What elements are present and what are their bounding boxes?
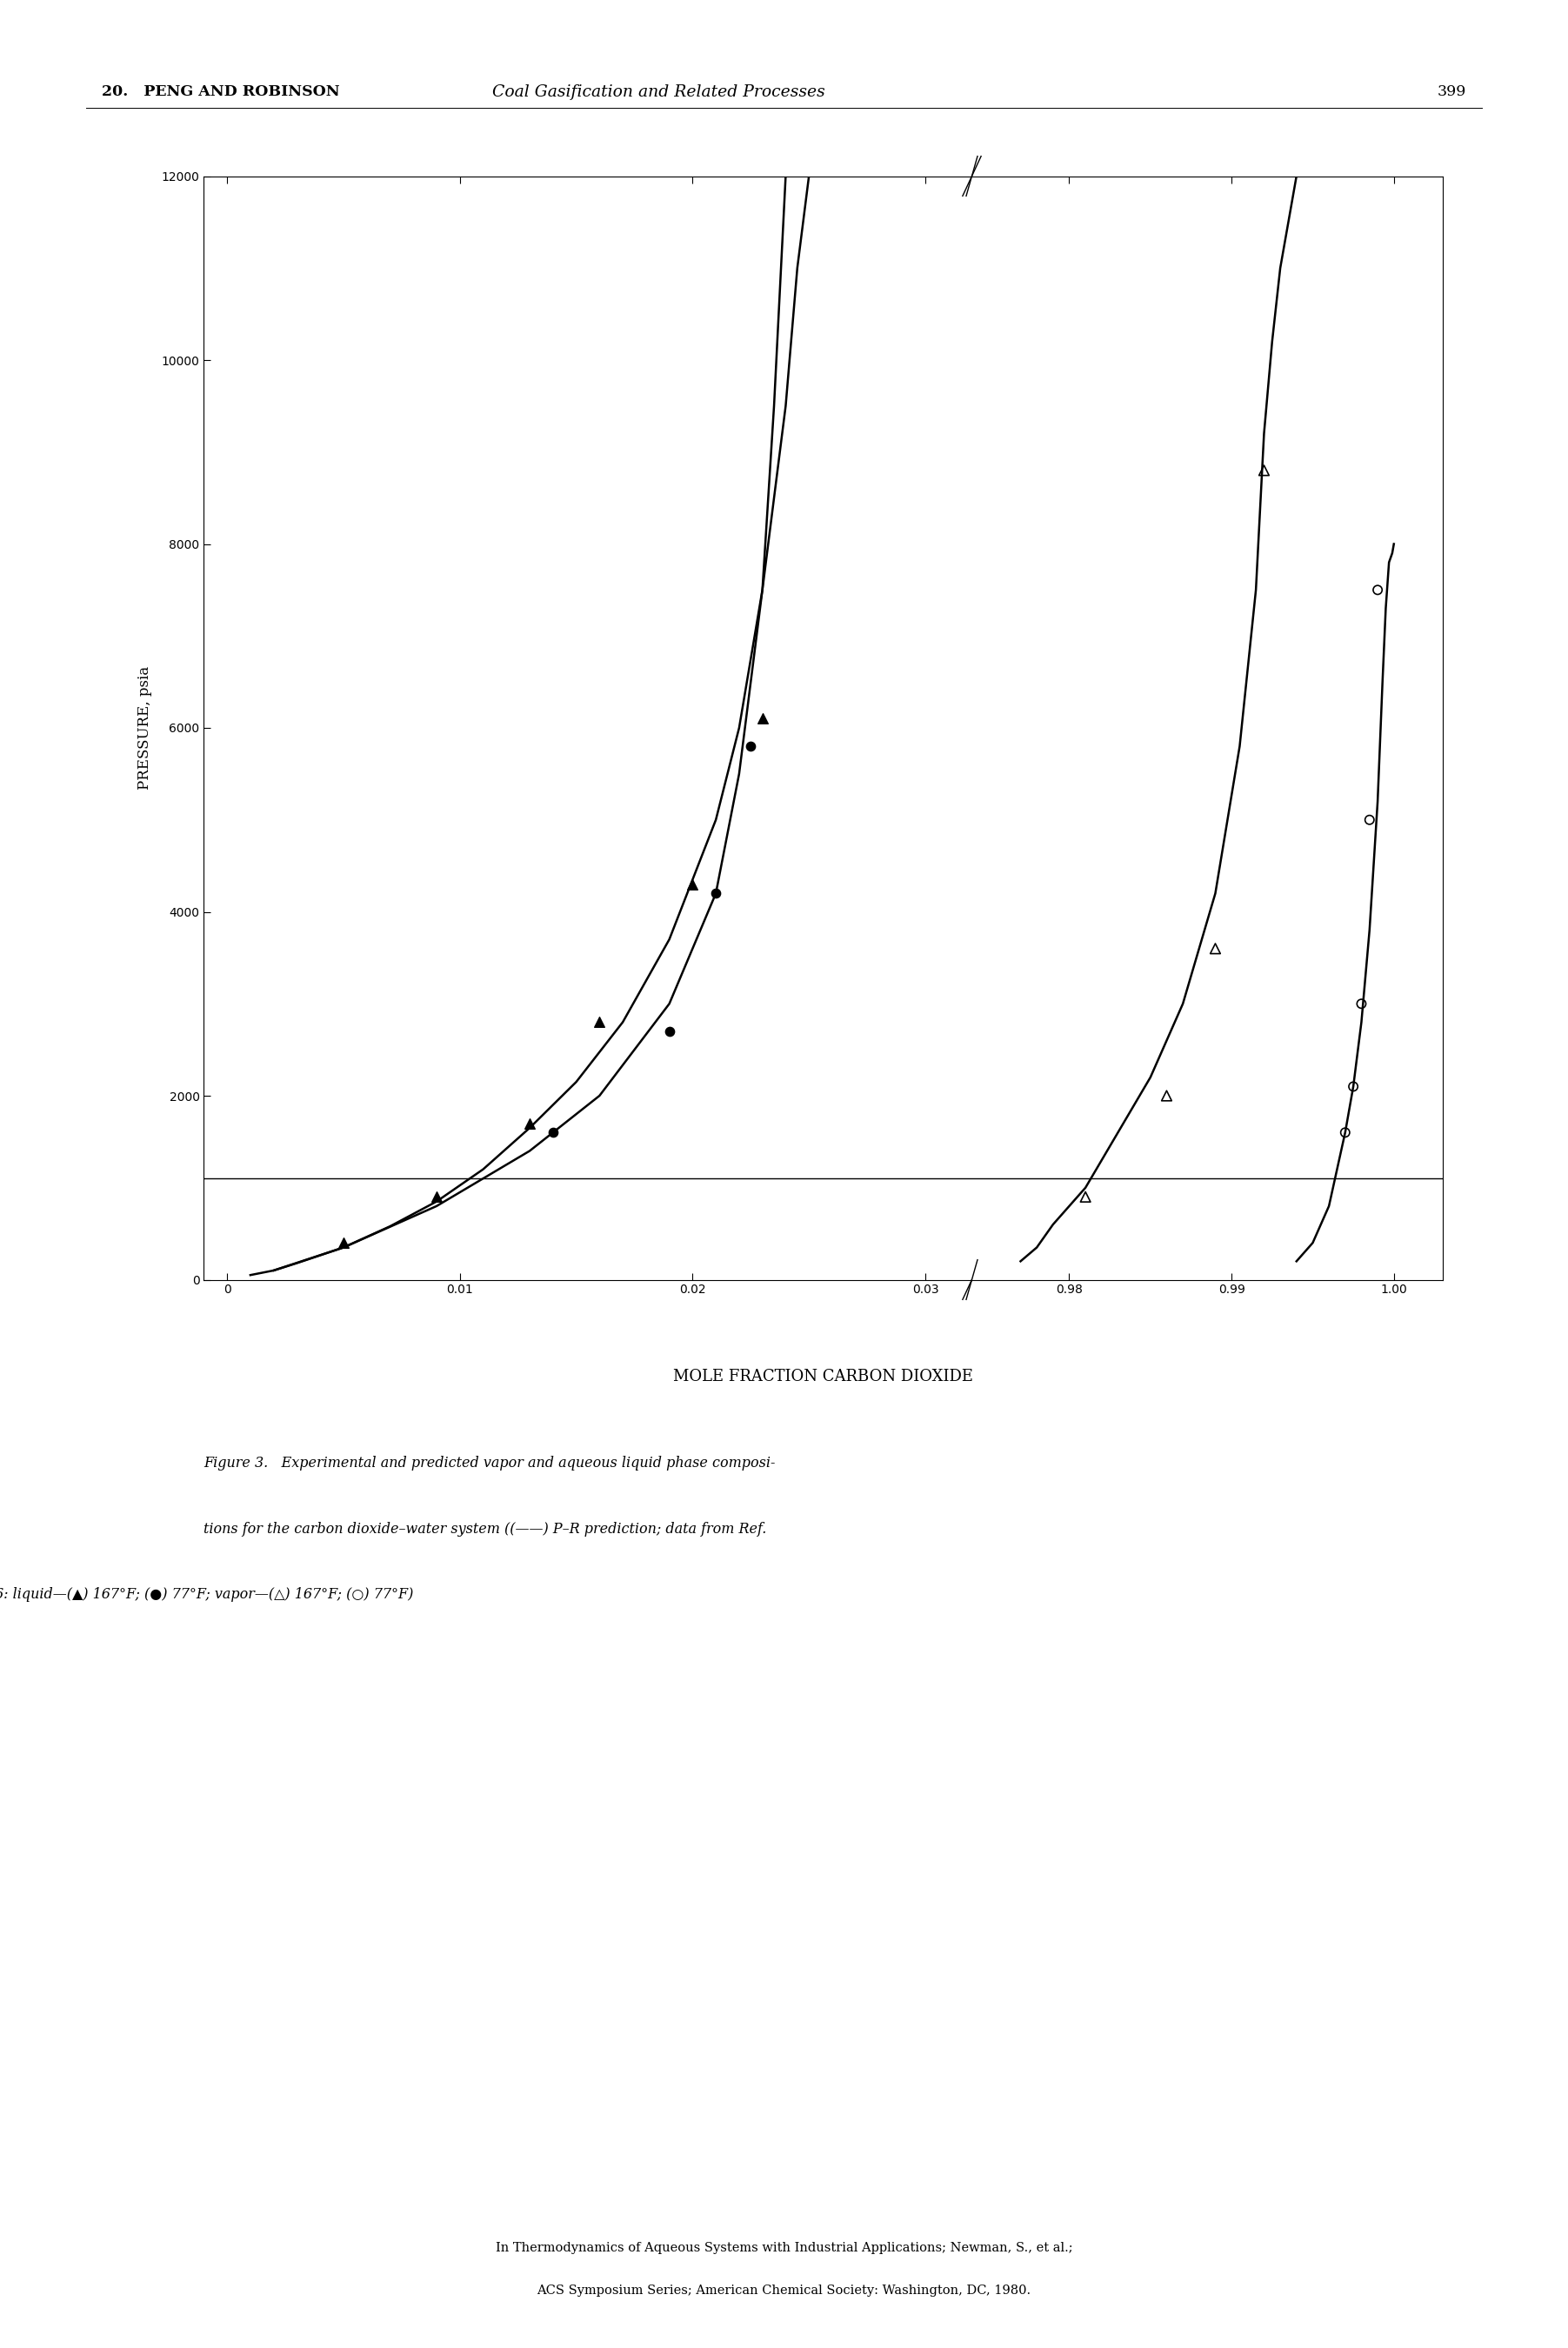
Point	[331, 1223, 356, 1261]
Point	[541, 1113, 566, 1151]
Point	[750, 700, 775, 737]
Text: 6: liquid—(▲) 167°F; (●) 77°F; vapor—(△) 167°F; (○) 77°F): 6: liquid—(▲) 167°F; (●) 77°F; vapor—(△)…	[0, 1587, 412, 1601]
Text: 399: 399	[1436, 85, 1466, 99]
Point	[1333, 1113, 1358, 1151]
Point	[1251, 451, 1276, 488]
Y-axis label: PRESSURE, psia: PRESSURE, psia	[136, 667, 152, 789]
Point	[1203, 930, 1228, 967]
Point	[423, 1179, 448, 1216]
Text: Coal Gasification and Related Processes: Coal Gasification and Related Processes	[492, 85, 825, 101]
Point	[586, 1003, 612, 1040]
Text: ACS Symposium Series; American Chemical Society: Washington, DC, 1980.: ACS Symposium Series; American Chemical …	[536, 2285, 1032, 2296]
Point	[681, 866, 706, 904]
Point	[1356, 801, 1381, 838]
Point	[657, 1012, 682, 1050]
Text: 20.   PENG AND ROBINSON: 20. PENG AND ROBINSON	[102, 85, 340, 99]
Point	[1348, 986, 1374, 1024]
Point	[1073, 1179, 1098, 1216]
Point	[704, 873, 729, 911]
Point	[517, 1104, 543, 1141]
Point	[1366, 571, 1391, 608]
Point	[1341, 1068, 1366, 1106]
Point	[1154, 1078, 1179, 1115]
Text: tions for the carbon dioxide–water system ((——) P–R prediction; data from Ref.: tions for the carbon dioxide–water syste…	[204, 1522, 767, 1536]
Text: Figure 3.   Experimental and predicted vapor and aqueous liquid phase composi-: Figure 3. Experimental and predicted vap…	[204, 1456, 776, 1470]
Text: In Thermodynamics of Aqueous Systems with Industrial Applications; Newman, S., e: In Thermodynamics of Aqueous Systems wit…	[495, 2242, 1073, 2254]
Text: MOLE FRACTION CARBON DIOXIDE: MOLE FRACTION CARBON DIOXIDE	[673, 1369, 974, 1385]
Point	[739, 728, 764, 765]
